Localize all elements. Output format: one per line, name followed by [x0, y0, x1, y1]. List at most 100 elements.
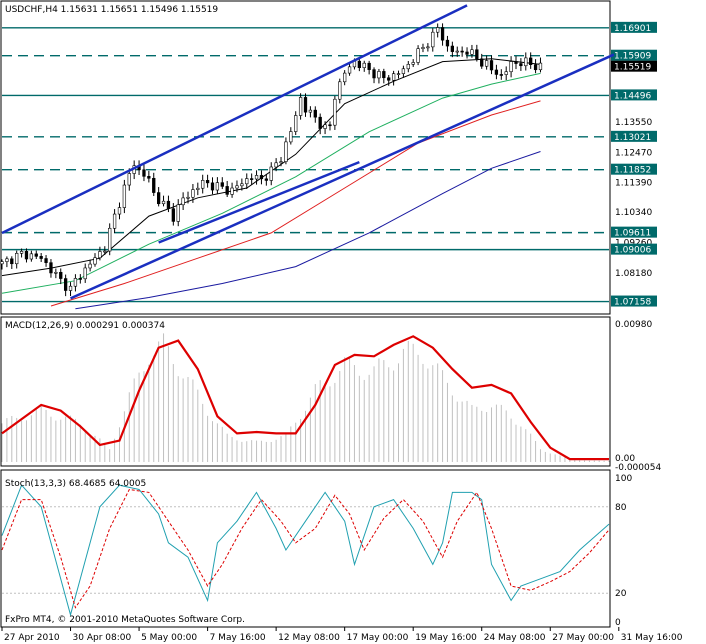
candle-body: [347, 66, 352, 74]
current-price-bg: [611, 60, 657, 72]
candle-body: [49, 262, 53, 274]
level-tag-bg-5: [611, 226, 657, 238]
price-tick-label-6: 1.12470: [615, 148, 652, 158]
candle-body: [24, 251, 29, 260]
moving-average-3: [75, 151, 541, 310]
candle-body: [127, 173, 131, 186]
candle-body: [538, 62, 543, 71]
candle-body: [362, 62, 366, 68]
candle-body: [274, 162, 278, 168]
candle-body: [489, 60, 494, 71]
candle-body: [93, 257, 97, 265]
macd-tick-bottom: -0.000054: [615, 463, 661, 473]
candle-body: [210, 182, 215, 191]
price-tick-label-8: 1.11390: [615, 179, 652, 189]
time-label-5: 17 May 00:00: [347, 633, 409, 643]
candle-body: [161, 200, 166, 205]
candle-body: [191, 189, 195, 198]
candle-body: [0, 261, 4, 265]
stoch-tick-100: 100: [615, 474, 632, 484]
candle-body: [470, 49, 474, 55]
candle-body: [230, 187, 234, 195]
candle-body: [44, 258, 48, 263]
candle-body: [465, 51, 469, 55]
candle-body: [112, 213, 117, 229]
candle-body: [156, 192, 161, 205]
candle-body: [152, 177, 156, 193]
candle-body: [254, 175, 259, 180]
time-label-0: 27 Apr 2010: [4, 633, 60, 643]
copyright-text: FxPro MT4, © 2001-2010 MetaQuotes Softwa…: [5, 615, 245, 625]
moving-average-2: [50, 100, 541, 307]
candle-body: [431, 31, 435, 48]
price-tick-label-13: 1.08180: [615, 269, 652, 279]
candle-body: [460, 50, 464, 53]
stoch-header: Stoch(13,3,3) 68.4685 64.0005: [5, 479, 146, 489]
macd-tick-zero: 0.00: [615, 454, 635, 464]
candle-body: [147, 176, 151, 179]
candle-body: [103, 250, 107, 253]
candle-body: [34, 253, 38, 257]
level-tag-1: 1.15909: [614, 52, 651, 62]
candle-body: [5, 258, 9, 262]
candle-body: [250, 178, 254, 180]
level-tag-bg-2: [611, 89, 657, 101]
candle-body: [313, 109, 317, 118]
level-tag-4: 1.11852: [614, 166, 651, 176]
candle-body: [54, 271, 58, 274]
candle-body: [303, 97, 308, 113]
candle-body: [514, 61, 518, 64]
candle-body: [220, 182, 224, 187]
candle-body: [294, 115, 298, 132]
candle-body: [509, 61, 513, 73]
time-label-1: 30 Apr 08:00: [73, 633, 132, 643]
time-axis: 27 Apr 2010 30 Apr 08:00 5 May 00:00 7 May …: [1, 627, 683, 643]
candle-body: [406, 63, 410, 70]
level-tag-bg-7: [611, 295, 657, 307]
candle-body: [166, 200, 171, 209]
candle-body: [78, 278, 82, 280]
candle-body: [308, 109, 313, 113]
candle-body: [201, 180, 205, 189]
current-price-label: 1.15519: [614, 63, 651, 73]
time-label-3: 7 May 16:00: [210, 633, 266, 643]
candle-body: [171, 208, 175, 222]
stoch-plot: 100 80 20 0: [1, 474, 632, 628]
candle-body: [323, 124, 327, 129]
candle-body: [245, 178, 249, 185]
candle-body: [387, 77, 391, 81]
price-panel: [0, 0, 611, 315]
candle-body: [98, 251, 102, 259]
candle-body: [73, 278, 78, 287]
candle-body: [328, 124, 332, 127]
level-tag-5: 1.09611: [614, 229, 651, 239]
stoch-panel: [0, 469, 611, 628]
candle-body: [455, 50, 459, 53]
candle-body: [264, 178, 268, 181]
candle-body: [318, 116, 322, 129]
candle-body: [533, 64, 538, 71]
candle-body: [181, 197, 185, 206]
candle-body: [519, 63, 523, 67]
candle-body: [416, 48, 420, 63]
candle-body: [29, 253, 34, 260]
time-label-8: 27 May 00:00: [552, 633, 614, 643]
time-label-2: 5 May 00:00: [141, 633, 197, 643]
candle-body: [450, 45, 455, 52]
candle-body: [19, 251, 24, 254]
candle-body: [279, 161, 283, 164]
candle-body: [382, 71, 386, 79]
candle-body: [529, 57, 533, 66]
level-tag-bg-6: [611, 243, 657, 255]
candle-body: [440, 27, 445, 41]
candle-body: [499, 74, 503, 76]
candle-body: [475, 49, 479, 60]
channel-line-2: [158, 160, 360, 244]
candle-body: [289, 131, 293, 143]
macd-header: MACD(12,26,9) 0.000291 0.000374: [5, 321, 165, 331]
price-tick-label-9: 1.10340: [615, 208, 652, 218]
candle-body: [225, 186, 229, 195]
price-tick-label-4: 1.13550: [615, 118, 652, 128]
candle-body: [215, 182, 220, 191]
